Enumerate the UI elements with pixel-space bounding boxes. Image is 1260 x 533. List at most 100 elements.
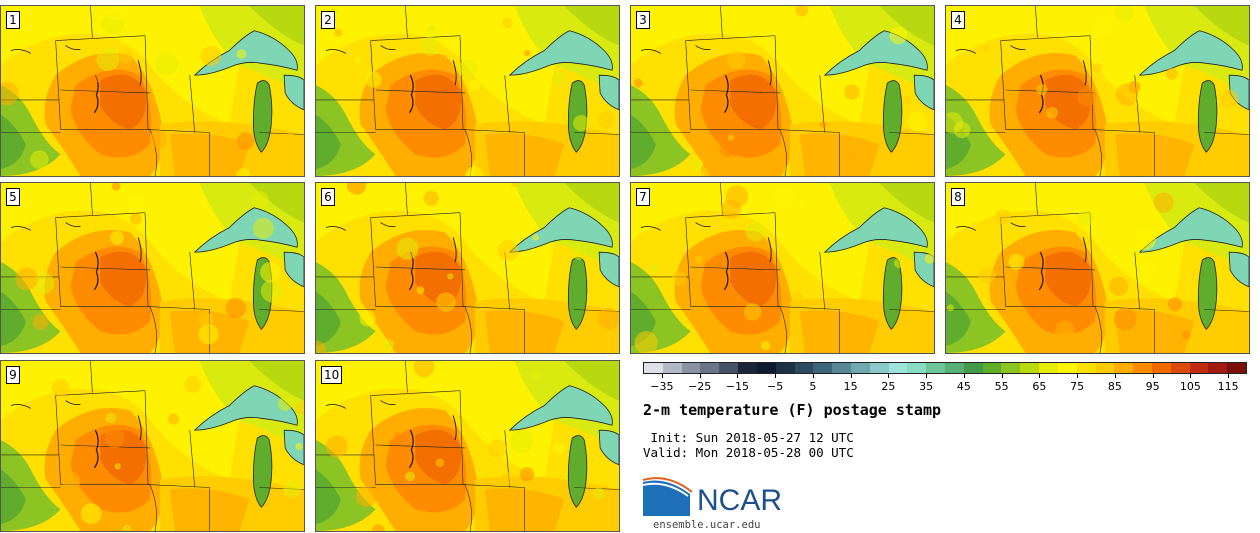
colorbar-swatch [982,363,1002,373]
colorbar-tick-mark [888,374,890,378]
temperature-map [946,6,1249,176]
colorbar-tick-mark [963,374,965,378]
colorbar-tick-label: 15 [843,380,858,393]
colorbar-swatch [1020,363,1040,373]
colorbar-swatch [1170,363,1190,373]
colorbar-tick-mark [926,374,928,378]
colorbar-swatch [888,363,908,373]
colorbar-tick-mark [1077,374,1079,378]
colorbar-tick-label: 25 [881,380,896,393]
member-number-label: 4 [951,11,965,29]
site-url[interactable]: ensemble.ucar.edu [653,519,761,531]
ncar-logo-text: NCAR [697,484,783,517]
colorbar-swatch [1076,363,1096,373]
colorbar-tick-label: 5 [809,380,817,393]
colorbar-tick-label: 115 [1217,380,1239,393]
colorbar-tick-mark [1228,374,1230,378]
colorbar-swatch [832,363,851,373]
colorbar-swatch [719,363,739,373]
colorbar-tick-mark [1190,374,1192,378]
temperature-map [316,6,619,176]
member-number-label: 6 [321,188,335,206]
ncar-logo-icon [642,477,693,516]
colorbar-tick-label: −5 [767,380,784,393]
colorbar-tick-mark [850,374,852,378]
temperature-colorbar [643,362,1247,374]
colorbar-swatch [1001,363,1021,373]
colorbar-swatch [738,363,757,373]
temperature-map [1,183,304,353]
colorbar-swatch [813,363,833,373]
member-panel: 7 [630,182,935,354]
colorbar-tick-label: 105 [1179,380,1201,393]
member-panel: 6 [315,182,620,354]
colorbar-swatch [945,363,964,373]
colorbar-tick-label: 45 [956,380,971,393]
colorbar-swatch [700,363,720,373]
colorbar-swatch [662,363,682,373]
member-number-label: 8 [951,188,965,206]
colorbar-swatch [681,363,701,373]
colorbar-tick-label: 85 [1107,380,1122,393]
colorbar-swatch [1114,363,1134,373]
temperature-map [1,6,304,176]
member-panel: 2 [315,5,620,177]
colorbar-tick-mark [737,374,739,378]
member-panel: 5 [0,182,305,354]
member-number-label: 2 [321,11,335,29]
member-number-label: 5 [6,188,20,206]
colorbar-swatch [794,363,814,373]
member-number-label: 1 [6,11,20,29]
colorbar-swatch [907,363,927,373]
colorbar-swatch [1208,363,1228,373]
chart-title: 2-m temperature (F) postage stamp [643,401,942,419]
colorbar-swatch [1095,363,1115,373]
member-panel: 3 [630,5,935,177]
temperature-map [316,361,619,531]
colorbar-tick-mark [661,374,663,378]
temperature-map [631,183,934,353]
colorbar-tick-mark [1039,374,1041,378]
colorbar-tick-mark [812,374,814,378]
colorbar-tick-label: 55 [994,380,1009,393]
member-panel: 10 [315,360,620,532]
colorbar-swatch [963,363,983,373]
colorbar-swatch [850,363,870,373]
member-number-label: 3 [636,11,650,29]
colorbar-tick-label: 35 [919,380,934,393]
colorbar-tick-label: −25 [688,380,712,393]
colorbar-tick-mark [1114,374,1116,378]
colorbar-tick-mark [1001,374,1003,378]
colorbar-tick-label: 75 [1070,380,1085,393]
colorbar-tick-mark [775,374,777,378]
temperature-map [316,183,619,353]
colorbar-tick-label: −35 [650,380,674,393]
colorbar-tick-mark [699,374,701,378]
colorbar-swatch [1227,363,1246,373]
colorbar-tick-label: −15 [725,380,749,393]
member-number-label: 9 [6,366,20,384]
colorbar-tick-label: 65 [1032,380,1047,393]
colorbar-swatch [1189,363,1209,373]
colorbar-swatch [1039,363,1058,373]
member-number-label: 10 [321,366,343,384]
member-panel: 4 [945,5,1250,177]
colorbar-tick-label: 95 [1145,380,1160,393]
member-panel: 8 [945,182,1250,354]
colorbar-swatch [775,363,795,373]
member-panel: 9 [0,360,305,532]
temperature-map [1,361,304,531]
colorbar-swatch [644,363,663,373]
member-number-label: 7 [636,188,650,206]
colorbar-swatch [1057,363,1077,373]
valid-time: Valid: Mon 2018-05-28 00 UTC [643,445,854,460]
init-time: Init: Sun 2018-05-27 12 UTC [643,430,854,445]
temperature-map [946,183,1249,353]
member-panel: 1 [0,5,305,177]
temperature-map [631,6,934,176]
colorbar-tick-mark [1152,374,1154,378]
colorbar-swatch [1151,363,1171,373]
colorbar-swatch [869,363,889,373]
colorbar-swatch [756,363,776,373]
colorbar-swatch [926,363,945,373]
